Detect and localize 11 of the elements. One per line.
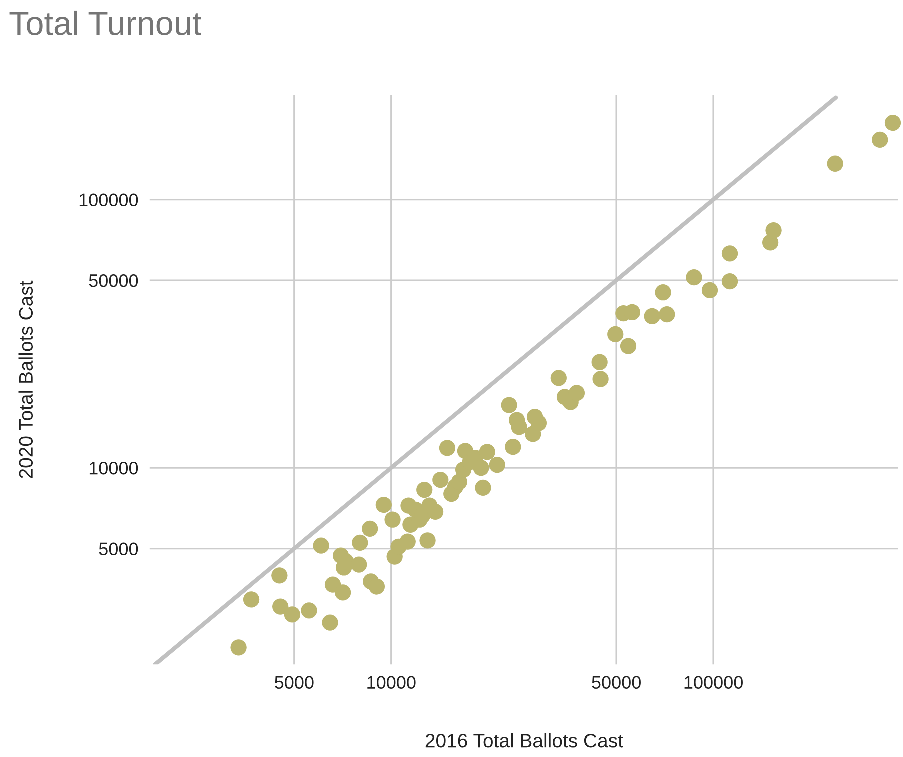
y-axis-title: 2020 Total Ballots Cast	[18, 280, 34, 478]
chart-title: Total Turnout	[10, 10, 202, 36]
x-axis-title: 2016 Total Ballots Cast	[426, 733, 624, 748]
x-tick-label: 5000	[275, 676, 314, 690]
x-tick-label: 50000	[592, 676, 641, 690]
x-tick-label: 100000	[684, 676, 743, 690]
y-tick-label: 50000	[89, 274, 138, 288]
y-tick-label: 10000	[90, 462, 138, 475]
y-tick-label: 100000	[80, 194, 138, 207]
x-tick-label: 10000	[368, 676, 416, 690]
y-tick-label: 5000	[99, 542, 138, 556]
